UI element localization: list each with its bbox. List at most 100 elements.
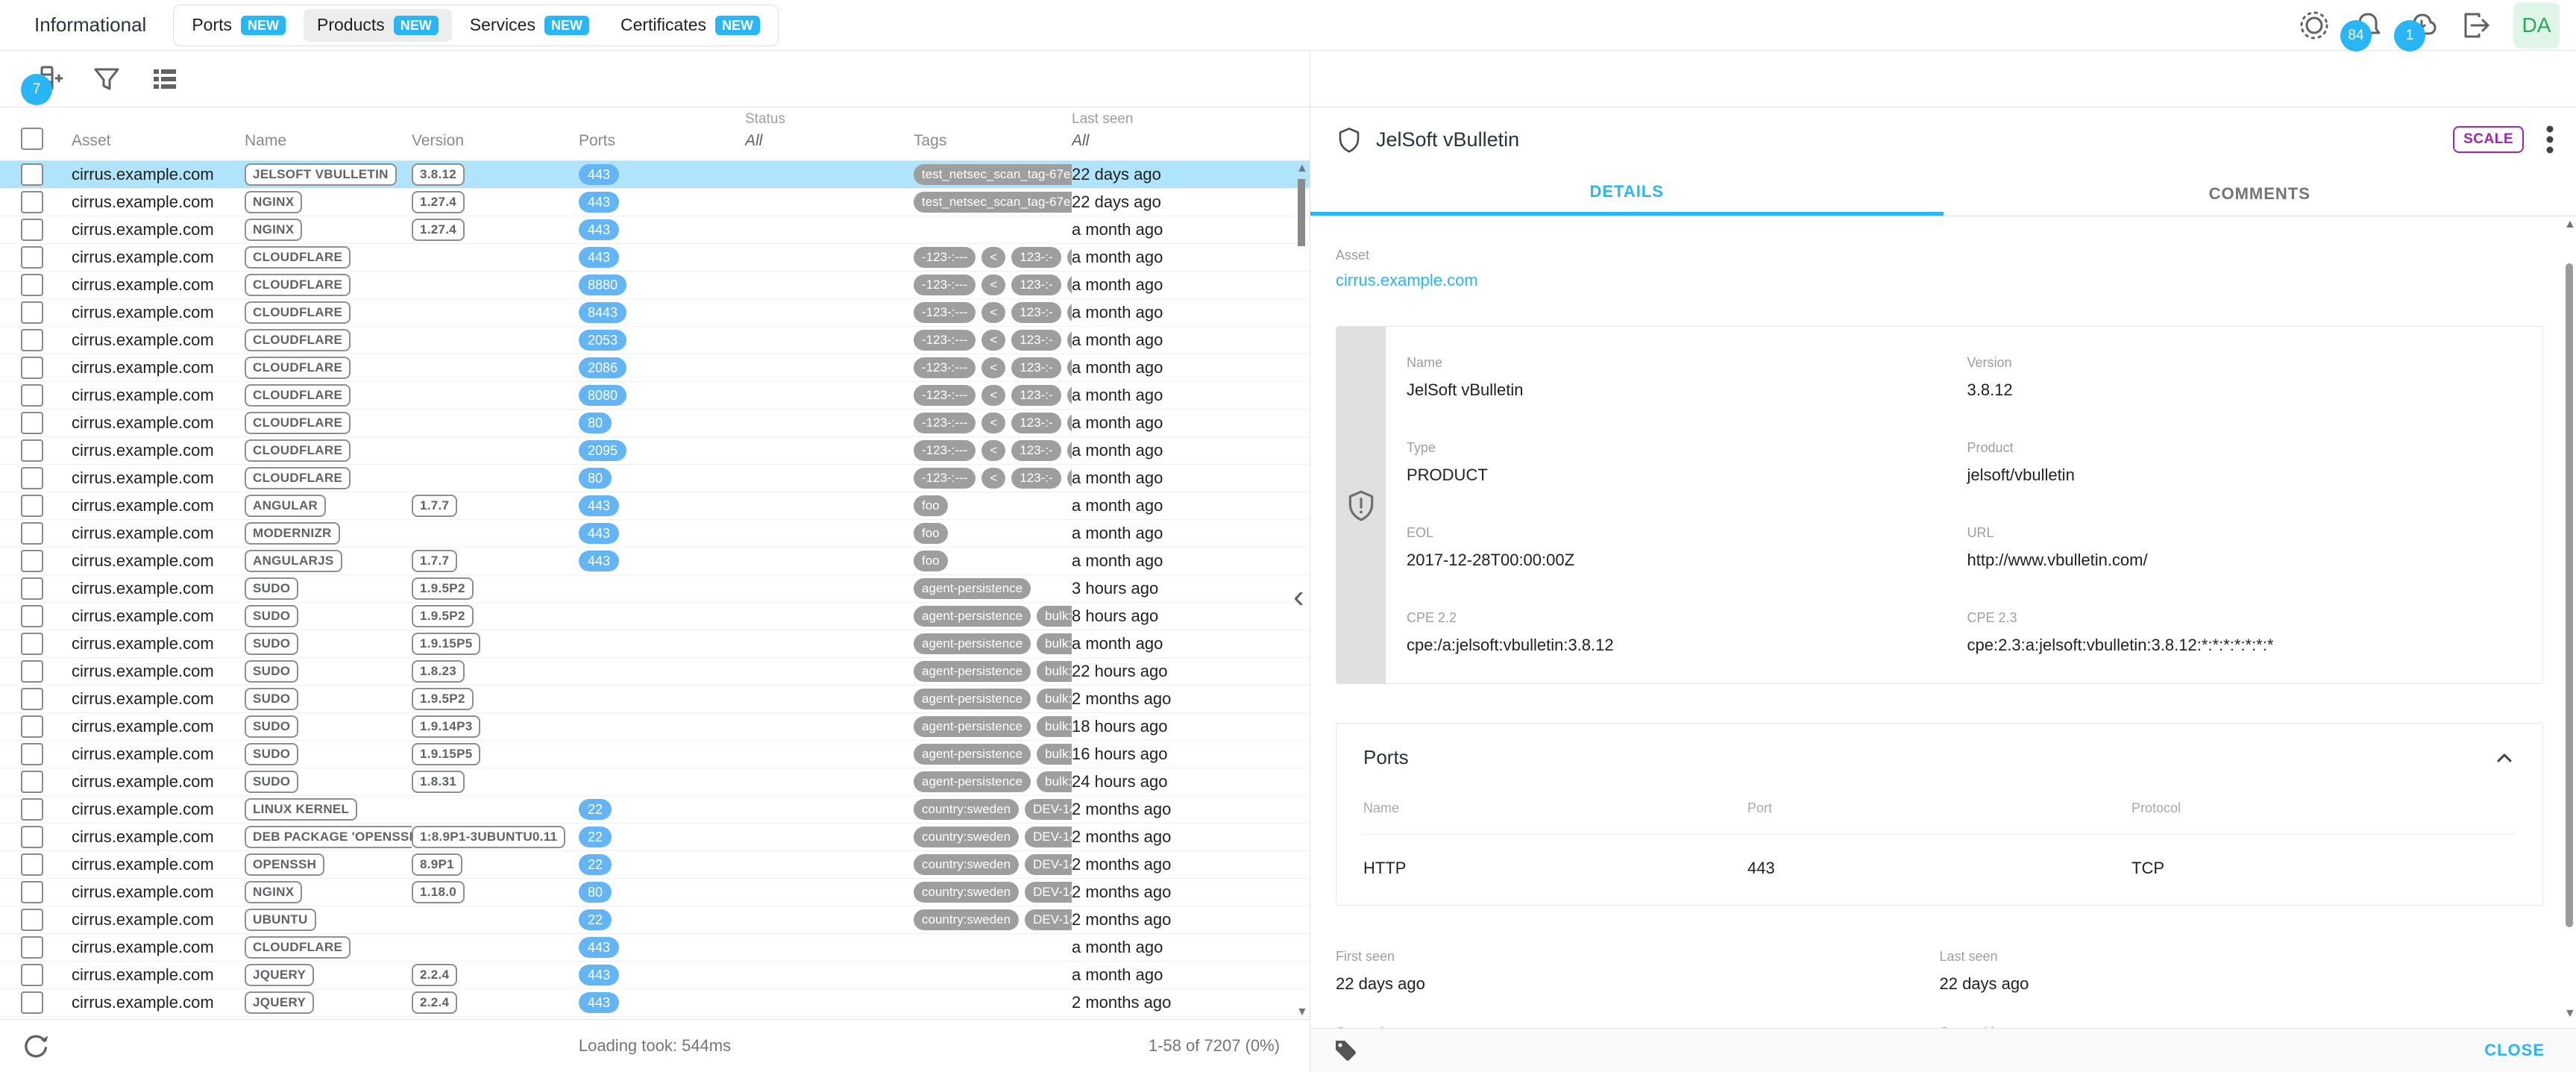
table-row[interactable]: cirrus.example.com SUDO 1.9.5P2 agent-persi… xyxy=(0,575,1310,603)
more-menu-icon[interactable] xyxy=(2546,125,2554,154)
table-row[interactable]: cirrus.example.com JQUERY 2.2.4 443 a month … xyxy=(0,962,1310,989)
row-checkbox[interactable] xyxy=(21,274,43,296)
chevron-up-icon[interactable] xyxy=(2493,747,2516,769)
row-checkbox[interactable] xyxy=(21,357,43,379)
table-row[interactable]: cirrus.example.com SUDO 1.9.5P2 agent-persi… xyxy=(0,686,1310,713)
column-header-name[interactable]: Name xyxy=(245,132,287,149)
table-row[interactable]: cirrus.example.com SUDO 1.9.5P2 agent-persi… xyxy=(0,603,1310,630)
avatar[interactable]: DA xyxy=(2513,1,2560,48)
filter-icon[interactable] xyxy=(91,63,122,95)
edit-columns-icon[interactable]: 7 xyxy=(21,63,64,105)
scrollbar-thumb[interactable] xyxy=(1298,179,1305,246)
column-header-tags[interactable]: Tags xyxy=(914,132,947,149)
row-checkbox[interactable] xyxy=(21,467,43,489)
panel-scrollbar-thumb[interactable] xyxy=(2566,263,2573,927)
row-checkbox[interactable] xyxy=(21,246,43,269)
table-row[interactable]: cirrus.example.com NGINX 1.27.4 443 a month … xyxy=(0,216,1310,244)
table-row[interactable]: cirrus.example.com SUDO 1.8.31 agent-persis… xyxy=(0,768,1310,796)
table-row[interactable]: cirrus.example.com SUDO 1.8.23 agent-persis… xyxy=(0,658,1310,686)
row-checkbox[interactable] xyxy=(21,329,43,351)
row-checkbox[interactable] xyxy=(21,771,43,793)
table-row[interactable]: cirrus.example.com DEB PACKAGE 'OPENSSH' 1… xyxy=(0,824,1310,851)
table-row[interactable]: cirrus.example.com SUDO 1.9.15P5 agent-pers… xyxy=(0,741,1310,768)
row-checkbox[interactable] xyxy=(21,384,43,407)
row-checkbox[interactable] xyxy=(21,522,43,545)
table-row[interactable]: cirrus.example.com JELSOFT VBULLETIN 3.8.1… xyxy=(0,161,1310,189)
table-row[interactable]: cirrus.example.com CLOUDFLARE 2086 -123-:--… xyxy=(0,354,1310,382)
table-row[interactable]: cirrus.example.com CLOUDFLARE 8880 -123-:--… xyxy=(0,272,1310,299)
row-checkbox[interactable] xyxy=(21,605,43,627)
row-checkbox[interactable] xyxy=(21,826,43,848)
table-row[interactable]: cirrus.example.com ANGULAR 1.7.7 443 foo a mo… xyxy=(0,492,1310,520)
table-row[interactable]: cirrus.example.com CLOUDFLARE 8080 -123-:--… xyxy=(0,382,1310,410)
scroll-down-icon[interactable]: ▼ xyxy=(1296,1006,1308,1018)
table-row[interactable]: cirrus.example.com CLOUDFLARE 443 a month a… xyxy=(0,934,1310,962)
column-header-asset[interactable]: Asset xyxy=(72,132,111,149)
table-row[interactable]: cirrus.example.com NGINX 1.27.4 443 test_net… xyxy=(0,189,1310,216)
asset-link[interactable]: cirrus.example.com xyxy=(1336,271,1478,289)
table-row[interactable]: cirrus.example.com CLOUDFLARE 80 -123-:--- <… xyxy=(0,410,1310,437)
table-row[interactable]: cirrus.example.com OPENSSH 8.9P1 22 country:… xyxy=(0,851,1310,879)
row-checkbox[interactable] xyxy=(21,964,43,986)
row-checkbox[interactable] xyxy=(21,909,43,931)
scroll-up-icon[interactable]: ▲ xyxy=(1296,162,1308,175)
row-checkbox[interactable] xyxy=(21,853,43,876)
row-checkbox[interactable] xyxy=(21,439,43,462)
row-checkbox[interactable] xyxy=(21,412,43,434)
tab-comments[interactable]: COMMENTS xyxy=(2208,184,2310,203)
table-row[interactable]: cirrus.example.com CLOUDFLARE 8443 -123-:--… xyxy=(0,299,1310,327)
row-checkbox[interactable] xyxy=(21,219,43,241)
table-row[interactable]: cirrus.example.com LINUX KERNEL 22 country:… xyxy=(0,796,1310,824)
column-header-last-seen[interactable]: Last seen All xyxy=(1072,107,1310,160)
table-row[interactable]: cirrus.example.com ANGULARJS 1.7.7 443 foo a … xyxy=(0,548,1310,575)
ports-table-row[interactable]: HTTP 443 TCP xyxy=(1363,835,2516,905)
table-row[interactable]: cirrus.example.com UBUNTU 22 country:sweden… xyxy=(0,906,1310,934)
row-checkbox[interactable] xyxy=(21,660,43,683)
tab-certificates[interactable]: Certificates NEW xyxy=(607,9,773,42)
list-view-icon[interactable] xyxy=(149,63,180,95)
panel-scrollbar[interactable]: ▲ ▼ xyxy=(2564,218,2576,1020)
column-header-ports[interactable]: Ports xyxy=(579,132,616,149)
table-row[interactable]: cirrus.example.com NGINX 1.18.0 80 country:s… xyxy=(0,879,1310,906)
table-row[interactable]: cirrus.example.com SUDO 1.9.14P3 agent-pers… xyxy=(0,713,1310,741)
row-checkbox[interactable] xyxy=(21,191,43,213)
row-checkbox[interactable] xyxy=(21,688,43,710)
row-checkbox[interactable] xyxy=(21,936,43,959)
tab-details[interactable]: DETAILS xyxy=(1310,172,1944,216)
row-checkbox[interactable] xyxy=(21,163,43,186)
row-checkbox[interactable] xyxy=(21,798,43,821)
column-header-version[interactable]: Version xyxy=(412,132,465,149)
row-checkbox[interactable] xyxy=(21,577,43,600)
table-row[interactable]: cirrus.example.com CLOUDFLARE 2053 -123-:--… xyxy=(0,327,1310,354)
refresh-icon[interactable] xyxy=(21,1031,51,1061)
column-header-status[interactable]: Status All xyxy=(745,107,914,160)
tab-services[interactable]: Services NEW xyxy=(456,9,603,42)
row-checkbox[interactable] xyxy=(21,495,43,517)
table-row[interactable]: cirrus.example.com CLOUDFLARE 80 -123-:--- <… xyxy=(0,465,1310,492)
tab-products[interactable]: Products NEW xyxy=(304,8,452,42)
notifications-bell-icon[interactable]: 84 xyxy=(2340,10,2384,51)
brightness-icon[interactable] xyxy=(2299,10,2330,41)
row-checkbox[interactable] xyxy=(21,633,43,655)
logout-icon[interactable] xyxy=(2460,10,2491,41)
row-checkbox[interactable] xyxy=(21,743,43,765)
table-row[interactable]: cirrus.example.com SUDO 1.9.15P5 agent-pers… xyxy=(0,630,1310,658)
row-checkbox[interactable] xyxy=(21,715,43,738)
panel-scroll-up-icon[interactable]: ▲ xyxy=(2564,218,2576,231)
row-checkbox[interactable] xyxy=(21,881,43,903)
table-row[interactable]: cirrus.example.com JQUERY 2.2.4 443 2 months… xyxy=(0,989,1310,1017)
row-checkbox[interactable] xyxy=(21,301,43,324)
select-all-checkbox[interactable] xyxy=(21,128,43,150)
row-checkbox[interactable] xyxy=(21,991,43,1014)
close-button[interactable]: CLOSE xyxy=(2484,1041,2545,1059)
collapse-panel-chevron-icon[interactable]: ‹ xyxy=(1293,578,1304,615)
table-row[interactable]: cirrus.example.com CLOUDFLARE 443 -123-:---… xyxy=(0,244,1310,272)
table-row[interactable]: cirrus.example.com MODERNIZR 443 foo a month… xyxy=(0,520,1310,548)
panel-scroll-down-icon[interactable]: ▼ xyxy=(2564,1007,2576,1020)
cloud-download-icon[interactable]: 1 xyxy=(2394,10,2437,51)
list-scrollbar[interactable]: ▲ ▼ xyxy=(1296,162,1308,1018)
tab-ports[interactable]: Ports NEW xyxy=(178,9,299,42)
row-checkbox[interactable] xyxy=(21,550,43,572)
table-row[interactable]: cirrus.example.com CLOUDFLARE 2095 -123-:--… xyxy=(0,437,1310,465)
tag-icon[interactable] xyxy=(1333,1038,1358,1063)
